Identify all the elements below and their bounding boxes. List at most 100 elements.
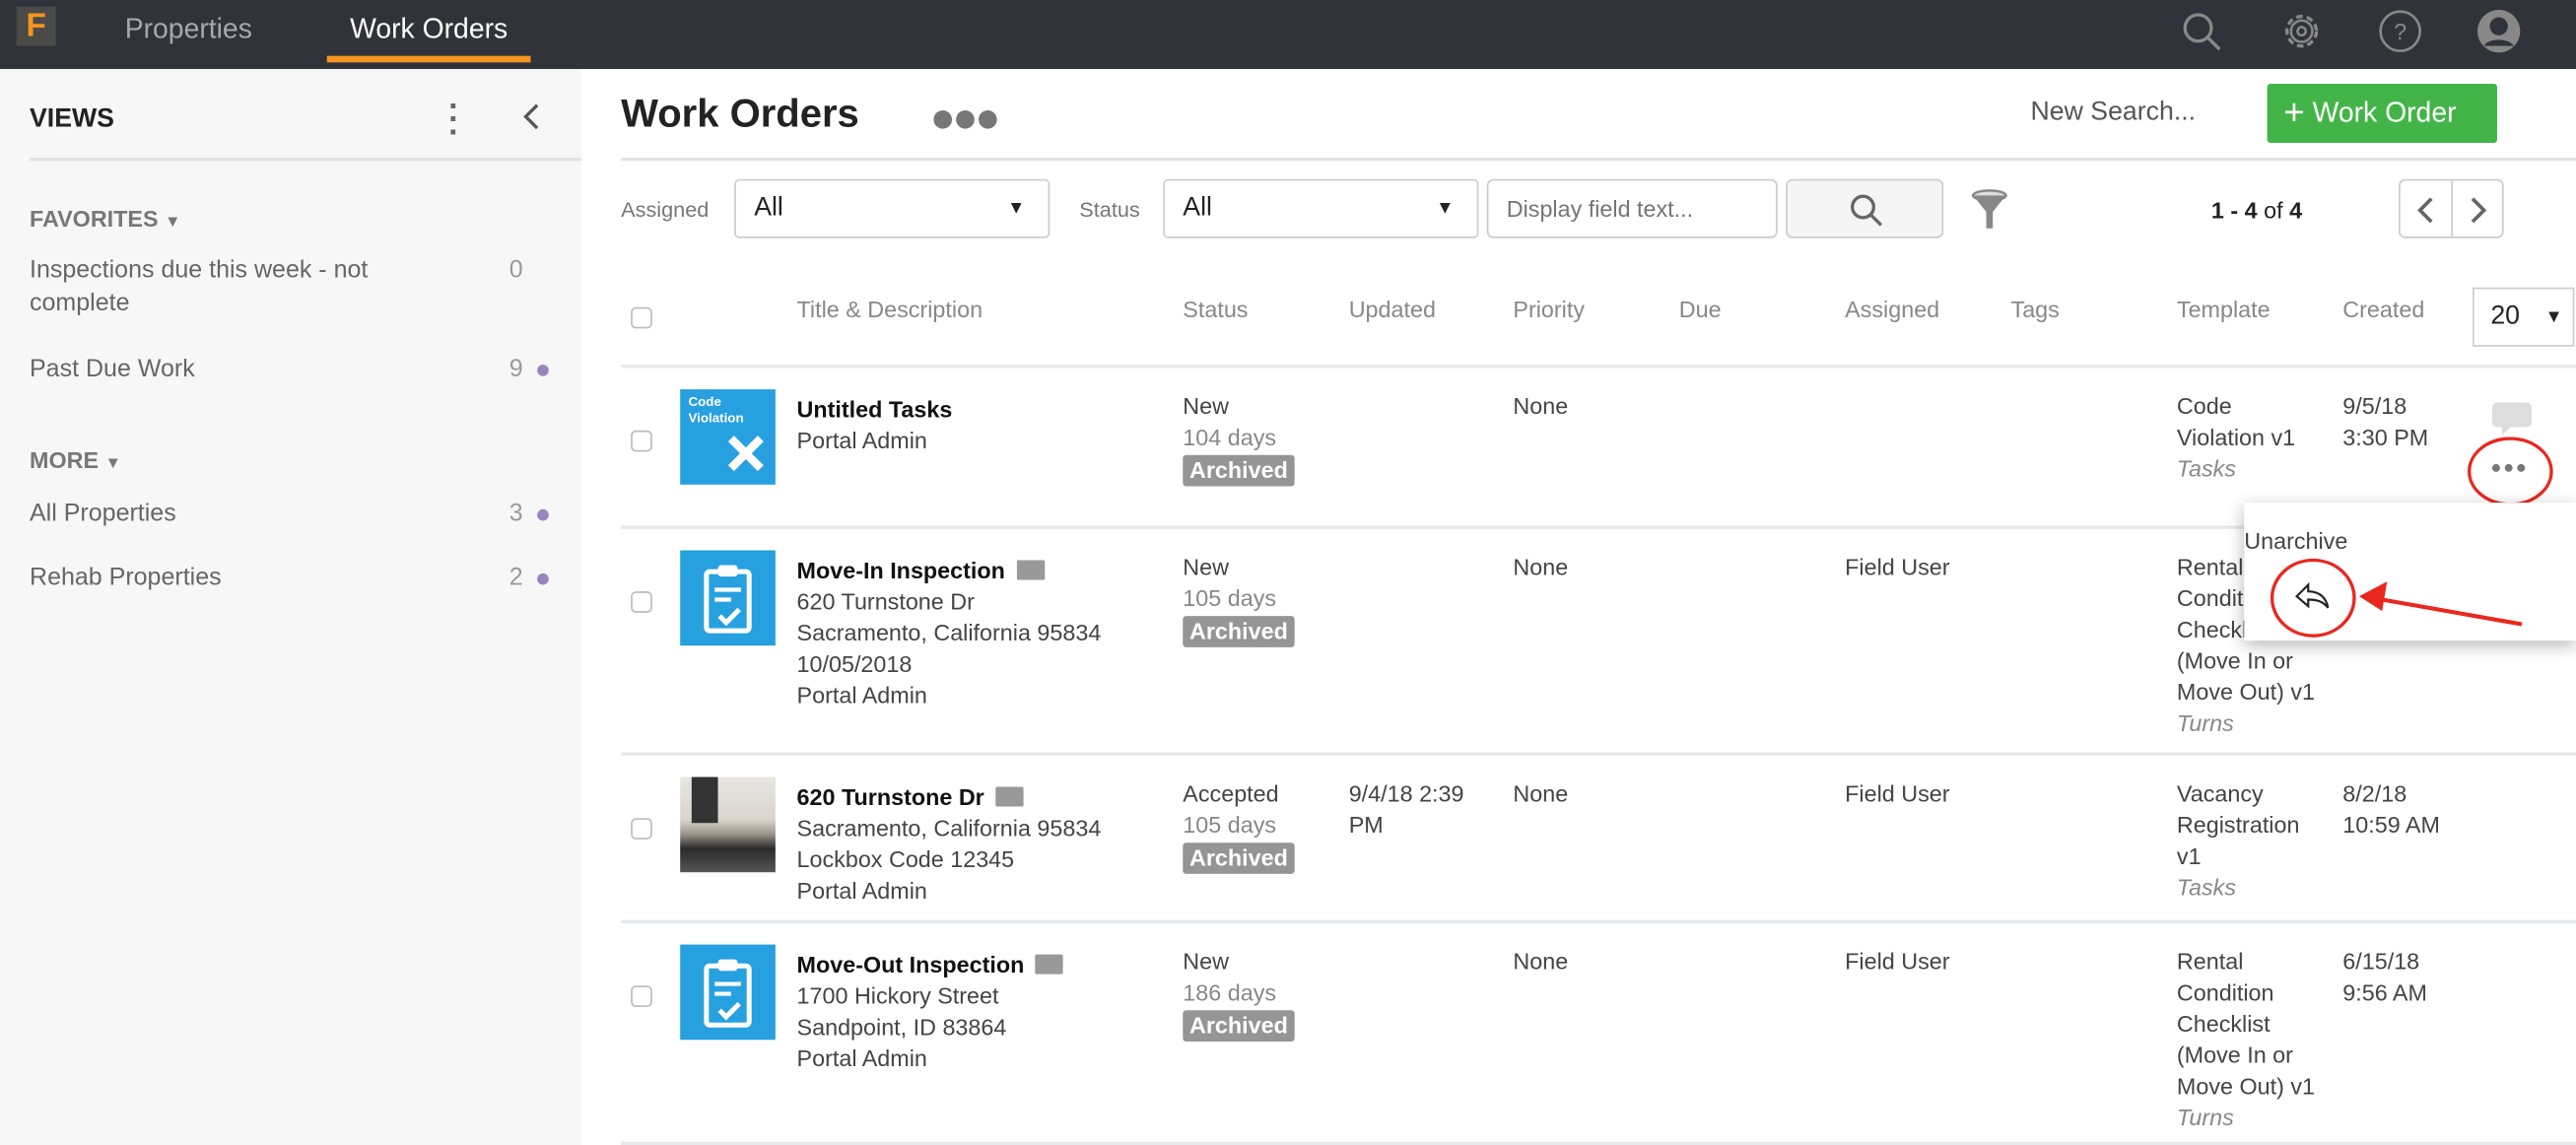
- display-field-search-input[interactable]: [1486, 178, 1778, 238]
- sidebar-item-label: All Properties: [30, 499, 176, 528]
- reply-icon[interactable]: [2295, 581, 2332, 611]
- updated-cell: 9/4/18 2:39 PM: [1348, 779, 1464, 839]
- column-header-title-description[interactable]: Title & Description: [796, 296, 983, 322]
- description-line: Portal Admin: [796, 681, 927, 708]
- column-header-due[interactable]: Due: [1678, 296, 1722, 322]
- select-all-checkbox[interactable]: [631, 306, 652, 329]
- search-icon[interactable]: [2179, 8, 2225, 54]
- work-order-title[interactable]: Move-Out Inspection: [797, 950, 1064, 981]
- favorites-label: FAVORITES: [30, 205, 159, 233]
- nav-tab-work-orders[interactable]: Work Orders: [326, 0, 531, 63]
- column-header-created[interactable]: Created: [2342, 296, 2425, 322]
- user-avatar-icon[interactable]: [2475, 8, 2522, 54]
- title-text: Move-In Inspection: [796, 557, 1005, 583]
- thumbnail-clipboard[interactable]: [680, 550, 776, 646]
- thumb-text: Code: [688, 394, 721, 410]
- row-checkbox[interactable]: [631, 430, 652, 452]
- page-of: of: [2264, 197, 2283, 224]
- search-button[interactable]: [1786, 178, 1944, 238]
- row-checkbox[interactable]: [631, 818, 652, 840]
- filter-funnel-icon[interactable]: [1970, 189, 2009, 232]
- table-row[interactable]: 620 Turnstone Dr Sacramento, California 9…: [621, 756, 2576, 923]
- description-line: 1700 Hickory Street: [796, 981, 999, 1009]
- favorites-section-toggle[interactable]: FAVORITES ▼: [30, 205, 181, 232]
- thumbnail-code-violation[interactable]: Code Violation: [680, 389, 776, 485]
- description-line: Portal Admin: [796, 427, 927, 454]
- column-header-tags[interactable]: Tags: [2010, 296, 2060, 322]
- status-age: 105 days: [1183, 811, 1277, 839]
- page-size-select[interactable]: 20 ▼: [2472, 287, 2575, 347]
- column-header-updated[interactable]: Updated: [1348, 296, 1436, 322]
- new-search-link[interactable]: New Search...: [2030, 99, 2197, 127]
- sidebar-item-label: Rehab Properties: [30, 563, 222, 592]
- thumbnail-clipboard[interactable]: [680, 944, 776, 1041]
- column-header-template[interactable]: Template: [2176, 296, 2271, 322]
- help-icon[interactable]: ?: [2377, 8, 2423, 54]
- caret-down-icon: ▼: [104, 454, 122, 474]
- created-line: 9:56 AM: [2342, 978, 2427, 1006]
- work-order-title[interactable]: 620 Turnstone Dr: [797, 782, 1102, 814]
- column-header-priority[interactable]: Priority: [1513, 296, 1586, 322]
- title-description[interactable]: Move-Out Inspection 1700 Hickory Street Sa…: [797, 950, 1064, 1075]
- header-divider: [621, 365, 2576, 369]
- table-row[interactable]: Code Violation Untitled Tasks Portal Admin N…: [621, 368, 2576, 529]
- sidebar-item-count: 0: [508, 256, 523, 285]
- template-line: Registration: [2176, 811, 2300, 839]
- work-order-title[interactable]: Untitled Tasks: [796, 395, 953, 423]
- page-title: Work Orders: [621, 92, 859, 137]
- sidebar-item-past-due-work[interactable]: Past Due Work 9: [30, 353, 572, 385]
- table-row[interactable]: Move-Out Inspection 1700 Hickory Street Sa…: [621, 923, 2576, 1145]
- row-checkbox[interactable]: [631, 591, 652, 613]
- sidebar-item-inspections-due[interactable]: Inspections due this week - not complete…: [30, 254, 572, 320]
- status-dot: [537, 365, 549, 376]
- assigned-cell: Field User: [1845, 947, 1950, 975]
- priority-cell: None: [1513, 553, 1569, 580]
- sidebar-menu-icon[interactable]: · · ·: [448, 89, 460, 152]
- template-line: Move Out) v1: [2176, 678, 2315, 706]
- template-line: Rental: [2176, 553, 2244, 580]
- clipboard-check-icon: [704, 959, 752, 1028]
- next-page-button[interactable]: [2465, 195, 2491, 225]
- status-cell: New 105 days Archived: [1183, 552, 1295, 647]
- divider: [621, 158, 2576, 162]
- title-description[interactable]: Untitled Tasks Portal Admin: [797, 394, 953, 456]
- table-row[interactable]: Move-In Inspection 620 Turnstone Dr Sacram…: [621, 529, 2576, 756]
- thumbnail-photo[interactable]: [680, 776, 776, 873]
- assigned-filter-select[interactable]: All ▼: [734, 178, 1051, 238]
- more-options-icon[interactable]: ●●●: [929, 92, 1001, 142]
- status-dot: [537, 508, 549, 521]
- status-value: All: [1183, 193, 1212, 223]
- work-order-title[interactable]: Move-In Inspection: [797, 555, 1102, 586]
- template-line: Code: [2176, 392, 2232, 420]
- collapse-sidebar-icon[interactable]: [519, 101, 542, 131]
- template-category: Turns: [2176, 1104, 2234, 1130]
- assigned-filter-label: Assigned: [621, 197, 710, 223]
- template-line: Violation v1: [2176, 424, 2296, 450]
- row-actions-button[interactable]: ●●●: [2490, 458, 2529, 479]
- row-checkbox[interactable]: [631, 985, 652, 1007]
- title-description[interactable]: 620 Turnstone Dr Sacramento, California 9…: [797, 782, 1102, 908]
- created-line: 6/15/18: [2342, 947, 2420, 975]
- title-description[interactable]: Move-In Inspection 620 Turnstone Dr Sacram…: [797, 555, 1102, 710]
- nav-tab-properties[interactable]: Properties: [124, 13, 252, 45]
- template-category: Tasks: [2176, 873, 2237, 901]
- gear-icon[interactable]: [2278, 8, 2325, 54]
- archived-badge: Archived: [1183, 842, 1295, 874]
- more-section-toggle[interactable]: MORE ▼: [30, 446, 121, 473]
- column-header-status[interactable]: Status: [1183, 296, 1249, 322]
- add-work-order-button[interactable]: + Work Order: [2267, 84, 2497, 144]
- sidebar-title: VIEWS: [30, 104, 114, 134]
- comment-icon[interactable]: [2490, 401, 2533, 438]
- description-line: Portal Admin: [796, 1044, 927, 1071]
- status-filter-select[interactable]: All ▼: [1163, 178, 1479, 238]
- status-age: 105 days: [1183, 584, 1277, 612]
- column-header-assigned[interactable]: Assigned: [1845, 296, 1940, 322]
- app-logo[interactable]: F: [16, 6, 56, 46]
- sidebar-item-all-properties[interactable]: All Properties 3: [30, 498, 572, 530]
- sidebar-item-rehab-properties[interactable]: Rehab Properties 2: [30, 562, 572, 594]
- template-line: (Move In or: [2176, 646, 2293, 674]
- status-text: New: [1183, 947, 1230, 975]
- prev-page-button[interactable]: [2413, 195, 2440, 225]
- title-text: 620 Turnstone Dr: [796, 783, 984, 810]
- annotation-arrow: [2270, 558, 2523, 638]
